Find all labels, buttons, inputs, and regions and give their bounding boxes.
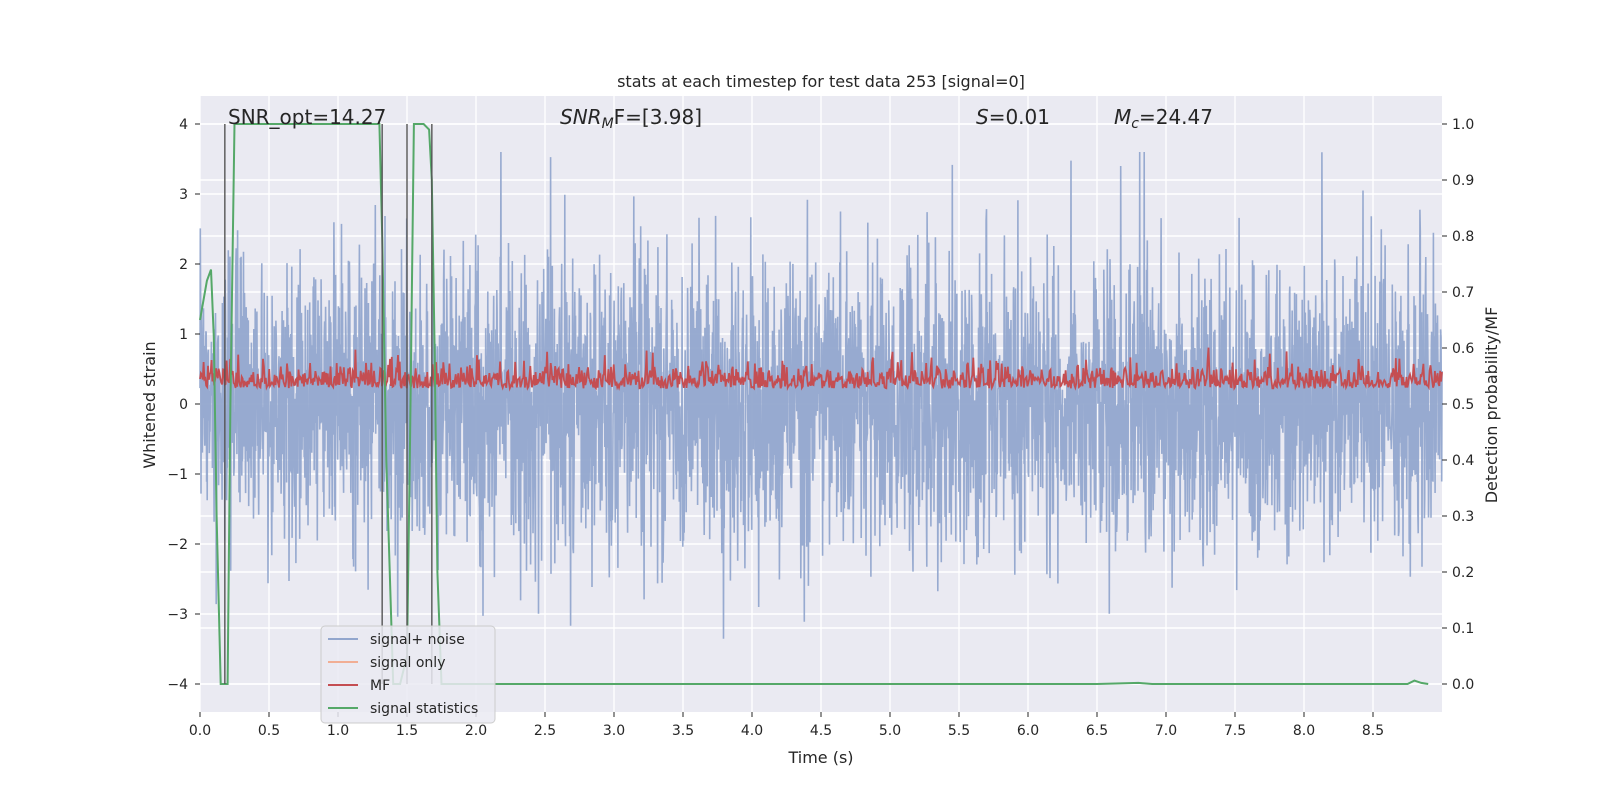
y-right-tick-label-4: 0.6: [1452, 341, 1474, 357]
x-tick-label-16: 8.0: [1293, 723, 1315, 739]
x-tick-label-6: 3.0: [603, 723, 625, 739]
y-right-tick-label-8: 0.2: [1452, 565, 1474, 581]
x-tick-label-8: 4.0: [741, 723, 763, 739]
x-tick-label-3: 1.5: [396, 723, 418, 739]
x-tick-label-9: 4.5: [810, 723, 832, 739]
annotation-mc-var: M: [1114, 105, 1131, 129]
annotation-snr-mf-sub: M: [602, 116, 614, 132]
chart-title: stats at each timestep for test data 253…: [617, 72, 1025, 91]
x-tick-label-4: 2.0: [465, 723, 487, 739]
y-left-tick-label-0: 4: [179, 117, 188, 133]
y-axis-left-ticks: 4 3 2 1 0 −1 −2 −3 −4: [167, 117, 200, 693]
annotation-s-rest: =0.01: [989, 105, 1050, 129]
legend: signal+ noise signal only MF signal stat…: [320, 625, 496, 724]
series-signal-statistics: [199, 123, 1429, 685]
y-left-tick-label-5: −1: [167, 467, 188, 483]
annotation-snr-mf: SNRMF=[3.98]: [560, 105, 702, 132]
y-left-tick-label-2: 2: [179, 257, 188, 273]
legend-label-signal-only: signal only: [370, 655, 445, 671]
x-tick-label-13: 6.5: [1086, 723, 1108, 739]
x-axis-ticks: 0.0 0.5 1.0 1.5 2.0 2.5 3.0 3.5 4.0 4.5 5.0 5.5 6.0 6…: [189, 712, 1384, 739]
y-axis-left-label: Whitened strain: [140, 341, 159, 468]
y-right-tick-label-2: 0.8: [1452, 229, 1474, 245]
y-right-tick-label-0: 1.0: [1452, 117, 1474, 133]
x-tick-label-1: 0.5: [258, 723, 280, 739]
y-axis-right-ticks: 1.0 0.9 0.8 0.7 0.6 0.5 0.4 0.3 0.2 0.1 0.0: [1442, 117, 1474, 693]
x-tick-label-7: 3.5: [672, 723, 694, 739]
x-tick-label-5: 2.5: [534, 723, 556, 739]
legend-label-mf: MF: [370, 678, 390, 694]
legend-label-signal-noise: signal+ noise: [370, 632, 465, 648]
y-axis-right-label: Detection probability/MF: [1482, 307, 1501, 504]
y-left-tick-label-6: −2: [167, 537, 188, 553]
y-left-tick-label-4: 0: [179, 397, 188, 413]
x-tick-label-10: 5.0: [879, 723, 901, 739]
x-axis-label: Time (s): [787, 748, 853, 767]
annotation-mc-rest: =24.47: [1139, 105, 1213, 129]
annotation-snr-opt: SNR_opt=14.27: [228, 105, 386, 129]
line-signal-statistics: [199, 123, 1429, 685]
y-left-tick-label-7: −3: [167, 607, 188, 623]
y-left-tick-label-8: −4: [167, 677, 188, 693]
y-right-tick-label-5: 0.5: [1452, 397, 1474, 413]
x-tick-label-11: 5.5: [948, 723, 970, 739]
legend-label-signal-statistics: signal statistics: [370, 701, 478, 717]
x-tick-label-17: 8.5: [1362, 723, 1384, 739]
annotation-s: S=0.01: [976, 105, 1050, 129]
annotation-s-var: S: [976, 105, 989, 129]
y-right-tick-label-1: 0.9: [1452, 173, 1474, 189]
y-left-tick-label-1: 3: [179, 187, 188, 203]
annotation-snr-mf-base: SNR: [560, 105, 602, 129]
x-tick-label-15: 7.5: [1224, 723, 1246, 739]
x-tick-label-0: 0.0: [189, 723, 211, 739]
y-right-tick-label-9: 0.1: [1452, 621, 1474, 637]
x-tick-label-2: 1.0: [327, 723, 349, 739]
annotation-mc: Mc=24.47: [1114, 105, 1213, 132]
vertical-markers: [224, 124, 433, 684]
x-tick-label-14: 7.0: [1155, 723, 1177, 739]
y-left-tick-label-3: 1: [179, 327, 188, 343]
y-right-tick-label-7: 0.3: [1452, 509, 1474, 525]
x-tick-label-12: 6.0: [1017, 723, 1039, 739]
annotation-mc-sub: c: [1131, 116, 1139, 132]
y-right-tick-label-3: 0.7: [1452, 285, 1474, 301]
legend-box: [320, 625, 496, 724]
annotation-snr-mf-rest: F=[3.98]: [614, 105, 702, 129]
y-right-tick-label-10: 0.0: [1452, 677, 1474, 693]
y-right-tick-label-6: 0.4: [1452, 453, 1474, 469]
